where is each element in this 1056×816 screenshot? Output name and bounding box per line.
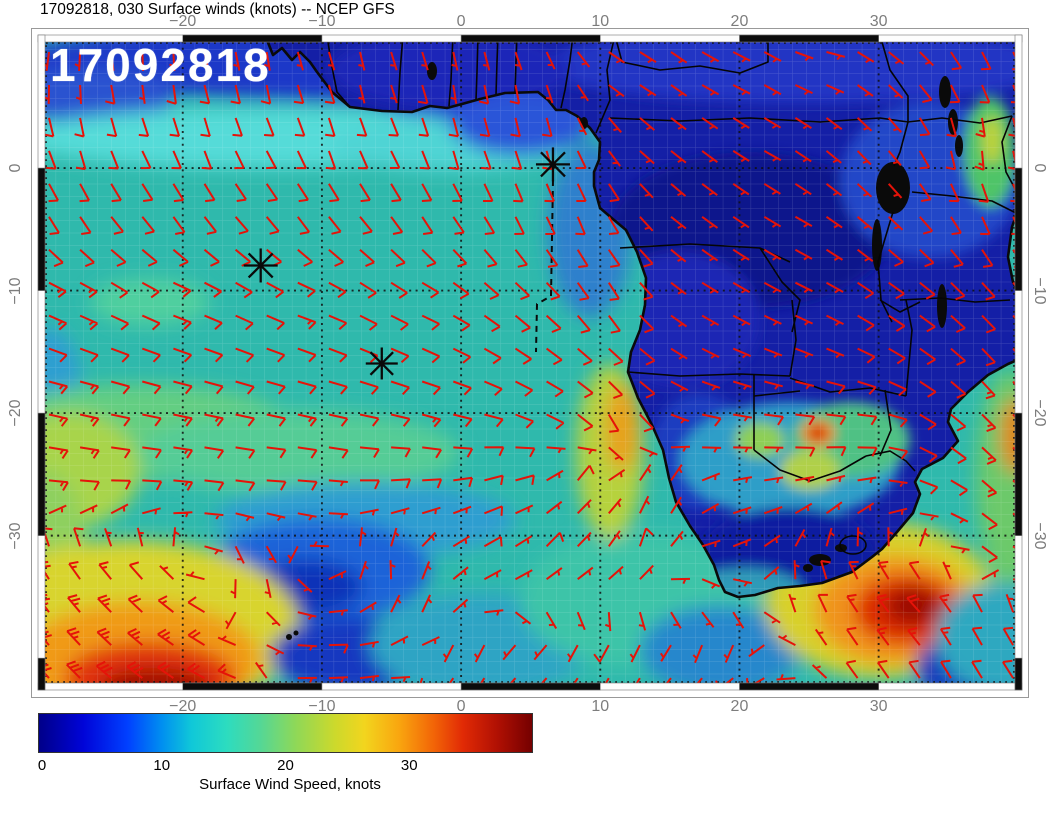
island-marker bbox=[369, 351, 394, 376]
axis-tick-left: −30 bbox=[7, 522, 24, 550]
track-line bbox=[535, 179, 554, 353]
axis-tick-bottom: −10 bbox=[308, 698, 336, 715]
fine-grid-texture bbox=[38, 35, 1022, 690]
colorbar-tick-label: 10 bbox=[153, 757, 171, 774]
run-id-label: 17092818 bbox=[50, 39, 271, 91]
axis-tick-top: 30 bbox=[869, 13, 888, 30]
axis-tick-bottom: 20 bbox=[730, 698, 749, 715]
axis-tick-top: 0 bbox=[456, 13, 466, 30]
axis-tick-left: −20 bbox=[7, 399, 24, 427]
map-frame bbox=[37, 34, 1023, 691]
colorbar-caption: Surface Wind Speed, knots bbox=[199, 776, 381, 793]
axis-tick-right: −30 bbox=[1031, 522, 1048, 550]
colorbar-tick-label: 0 bbox=[37, 757, 47, 774]
axis-tick-left: 0 bbox=[7, 163, 24, 173]
plot-title: 17092818, 030 Surface winds (knots) -- N… bbox=[40, 1, 395, 18]
axis-tick-top: 10 bbox=[591, 13, 610, 30]
axis-tick-top: −20 bbox=[169, 13, 197, 30]
coastline bbox=[263, 35, 1022, 599]
axis-tick-left: −10 bbox=[7, 277, 24, 305]
outer-frame bbox=[31, 28, 1029, 698]
island-marker bbox=[540, 151, 566, 178]
island-marker bbox=[247, 252, 274, 279]
axis-tick-right: −10 bbox=[1031, 277, 1048, 305]
axis-tick-bottom: 30 bbox=[869, 698, 888, 715]
axis-tick-top: 20 bbox=[730, 13, 749, 30]
colorbar-tick-label: 20 bbox=[277, 757, 294, 774]
island-markers bbox=[243, 147, 570, 380]
axis-tick-bottom: 10 bbox=[591, 698, 610, 715]
axis-tick-top: −10 bbox=[308, 13, 336, 30]
axis-tick-bottom: −20 bbox=[169, 698, 197, 715]
colorbar-tick-label: 30 bbox=[400, 757, 418, 774]
axis-tick-right: −20 bbox=[1031, 399, 1048, 427]
axis-tick-right: 0 bbox=[1031, 163, 1048, 173]
colorbar-gradient bbox=[38, 713, 533, 753]
axis-tick-bottom: 0 bbox=[456, 698, 466, 715]
